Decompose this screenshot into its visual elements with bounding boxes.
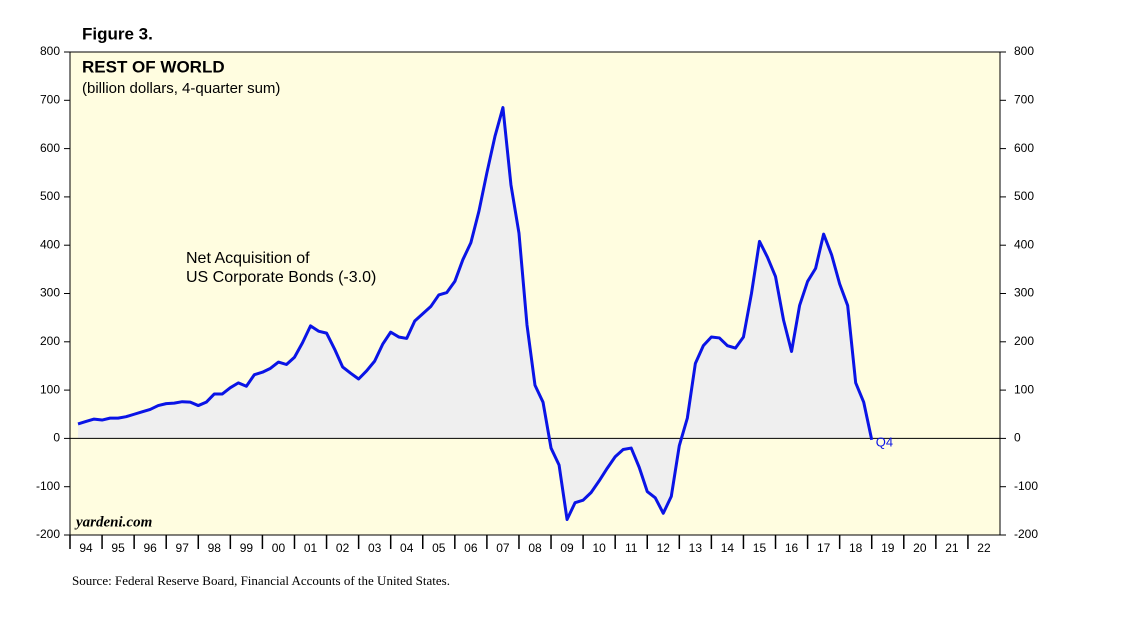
y2-tick-label: 300 [1014, 286, 1034, 300]
y2-tick-label: 200 [1014, 334, 1034, 348]
y-tick-label: 100 [40, 382, 60, 396]
x-tick-label: 02 [336, 541, 350, 555]
y2-tick-label: 800 [1014, 44, 1034, 58]
x-tick-label: 09 [560, 541, 574, 555]
x-tick-label: 20 [913, 541, 927, 555]
y-tick-label: 700 [40, 92, 60, 106]
annotation: Q4 [876, 434, 893, 449]
x-tick-label: 10 [592, 541, 606, 555]
x-tick-label: 19 [881, 541, 895, 555]
x-tick-label: 15 [753, 541, 767, 555]
area [78, 107, 872, 520]
y-tick-label: 0 [53, 431, 60, 445]
watermark: yardeni.com [74, 514, 152, 530]
x-tick-label: 16 [785, 541, 799, 555]
x-tick-label: 11 [625, 541, 638, 555]
y2-tick-label: 600 [1014, 141, 1034, 155]
y-tick-label: 400 [40, 237, 60, 251]
x-tick-label: 99 [240, 541, 254, 555]
y-tick-label: -100 [36, 479, 60, 493]
figure-label: Figure 3. [82, 24, 153, 43]
y-tick-label: 300 [40, 286, 60, 300]
x-tick-label: 95 [111, 541, 125, 555]
x-tick-label: 13 [689, 541, 703, 555]
y-tick-label: 800 [40, 44, 60, 58]
y2-tick-label: 700 [1014, 92, 1034, 106]
y-tick-label: -200 [36, 527, 60, 541]
x-tick-label: 14 [721, 541, 735, 555]
y-tick-label: 600 [40, 141, 60, 155]
y2-tick-label: 100 [1014, 382, 1034, 396]
x-tick-label: 18 [849, 541, 863, 555]
x-tick-label: 98 [208, 541, 222, 555]
y2-tick-label: 0 [1014, 431, 1021, 445]
y-tick-label: 200 [40, 334, 60, 348]
x-tick-label: 94 [79, 541, 93, 555]
annotation: US Corporate Bonds (-3.0) [186, 269, 376, 286]
x-tick-label: 97 [176, 541, 190, 555]
annotation: Net Acquisition of [186, 250, 310, 267]
chart-title: REST OF WORLD [82, 57, 225, 76]
chart-subtitle: (billion dollars, 4-quarter sum) [82, 80, 280, 97]
x-tick-label: 06 [464, 541, 478, 555]
x-tick-label: 01 [304, 541, 318, 555]
y2-tick-label: 400 [1014, 237, 1034, 251]
x-tick-label: 00 [272, 541, 286, 555]
x-tick-label: 04 [400, 541, 414, 555]
y-tick-label: 500 [40, 189, 60, 203]
x-tick-label: 12 [657, 541, 671, 555]
line [77, 106, 874, 522]
x-tick-label: 05 [432, 541, 446, 555]
y2-tick-label: 500 [1014, 189, 1034, 203]
x-tick-label: 22 [977, 541, 991, 555]
x-tick-label: 21 [945, 541, 959, 555]
x-tick-label: 07 [496, 541, 510, 555]
plot-background [70, 52, 1000, 535]
x-tick-label: 08 [528, 541, 542, 555]
x-tick-label: 03 [368, 541, 382, 555]
y2-tick-label: -200 [1014, 527, 1038, 541]
y2-tick-label: -100 [1014, 479, 1038, 493]
source: Source: Federal Reserve Board, Financial… [72, 573, 450, 588]
x-tick-label: 17 [817, 541, 831, 555]
x-tick-label: 96 [143, 541, 157, 555]
